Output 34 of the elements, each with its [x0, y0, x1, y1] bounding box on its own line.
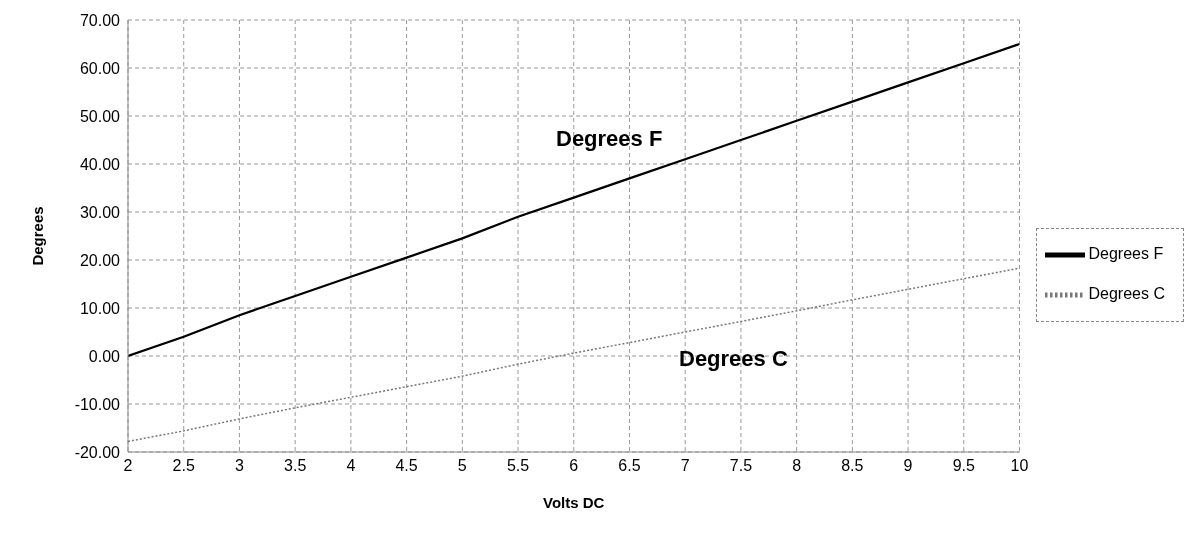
x-tick-label: 6.5 [618, 457, 641, 475]
y-tick-label: 0.00 [88, 347, 121, 365]
legend-label: Degrees C [1088, 285, 1165, 303]
y-tick-label: 50.00 [79, 107, 121, 125]
y-tick-label: 30.00 [79, 203, 121, 221]
x-tick-label: 3.5 [284, 457, 307, 475]
x-tick-label: 8 [792, 457, 802, 475]
x-tick-label: 10 [1010, 457, 1029, 475]
y-tick-label: 70.00 [79, 11, 121, 29]
annotation: Degrees C [679, 346, 788, 372]
annotation: Degrees F [556, 126, 663, 152]
y-tick-label: -20.00 [74, 443, 121, 461]
x-axis-title: Volts DC [543, 494, 605, 511]
x-tick-label: 5.5 [506, 457, 530, 475]
x-tick-label: 3 [234, 457, 244, 475]
y-tick-label: 60.00 [79, 59, 121, 77]
y-tick-label: 20.00 [79, 251, 121, 269]
x-tick-label: 4.5 [395, 457, 418, 475]
x-tick-label: 9.5 [952, 457, 976, 475]
x-tick-label: 2 [123, 457, 133, 475]
y-tick-label: 10.00 [79, 299, 121, 317]
x-tick-label: 2.5 [172, 457, 195, 475]
x-tick-label: 8.5 [841, 457, 864, 475]
y-tick-label: 40.00 [79, 155, 121, 173]
x-tick-label: 7.5 [729, 457, 753, 475]
line-series [128, 267, 1020, 443]
x-tick-label: 9 [903, 457, 913, 475]
x-tick-label: 5 [457, 457, 467, 475]
y-tick-label: -10.00 [74, 395, 121, 413]
y-axis-title: Degrees [29, 206, 47, 266]
x-tick-label: 7 [680, 457, 690, 475]
legend-label: Degrees F [1088, 245, 1164, 263]
x-tick-label: 4 [346, 457, 356, 475]
x-tick-label: 6 [569, 457, 579, 475]
